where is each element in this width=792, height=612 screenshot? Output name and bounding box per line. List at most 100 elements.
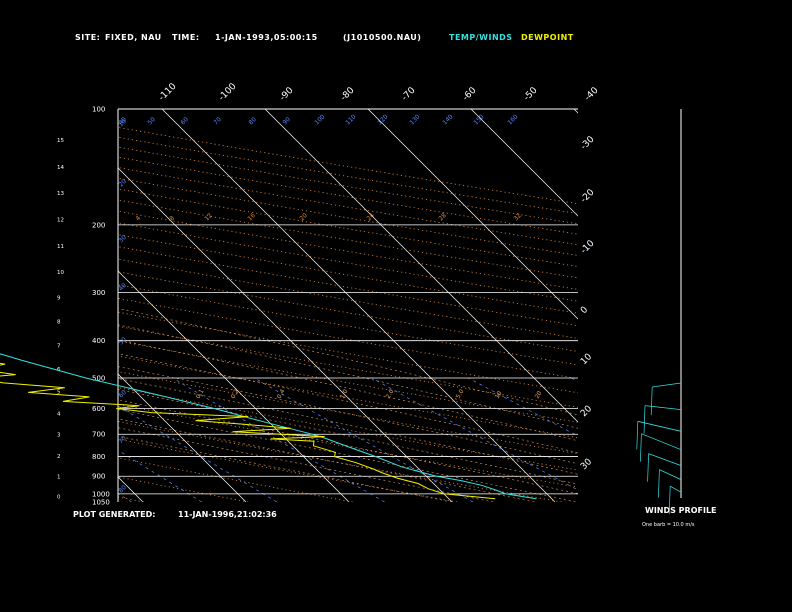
pressure-label-900: 900 — [92, 473, 105, 481]
mixing-ratio-label-10: 10 — [494, 390, 504, 400]
winds-profile-note: One barb = 10.0 m/s — [642, 522, 695, 528]
top-adiabat-label-50: 50 — [146, 116, 156, 126]
plot-area — [0, 109, 792, 502]
wind-barb-flag-1000 — [668, 486, 671, 515]
dry-adiabat-label-4: 4 — [134, 215, 142, 223]
pressure-label-300: 300 — [92, 289, 105, 297]
top-adiabat-label-70: 70 — [212, 116, 222, 126]
dry-adiabat-label-16: 16 — [246, 212, 256, 222]
dry-adiabat-label-12: 12 — [203, 212, 213, 222]
isotherm--50 — [0, 109, 40, 502]
left-adiabat-label-30: 30 — [117, 234, 127, 244]
moist-adiabat-10 — [118, 389, 578, 485]
moist-adiabat-6 — [118, 399, 578, 494]
site-label: SITE: — [75, 33, 101, 42]
isotherm--20 — [118, 270, 350, 502]
temperature-line — [0, 353, 537, 500]
isotherm-label-top--60: -60 — [461, 85, 479, 103]
isotherm-label-right-20: 20 — [579, 404, 594, 419]
isotherm-10 — [264, 109, 578, 423]
isotherm-label-top--90: -90 — [278, 85, 296, 103]
pressure-label-600: 600 — [92, 405, 105, 413]
mixing-ratio-20 — [571, 377, 578, 382]
top-adiabat-label-80: 80 — [247, 116, 257, 126]
left-adiabat-label-20: 20 — [117, 178, 127, 188]
isotherm--10 — [118, 167, 453, 502]
time-label: TIME: — [172, 33, 200, 42]
top-adiabat-label-130: 130 — [408, 113, 421, 126]
isotherm-label-right--30: -30 — [579, 134, 597, 152]
left-adiabat-label-70: 70 — [117, 435, 127, 445]
winds-profile-title: WINDS PROFILE — [645, 506, 717, 515]
height-tick-6: 6 — [57, 367, 61, 373]
isotherm-20 — [367, 109, 578, 320]
legend-dewpoint: DEWPOINT — [521, 33, 574, 42]
wind-barb-400 — [652, 382, 682, 388]
moist-adiabat-18 — [118, 366, 578, 465]
moist-adiabat-22 — [118, 353, 578, 453]
top-adiabat-label-110: 110 — [344, 113, 357, 126]
dry-adiabat-250 — [118, 457, 353, 502]
dry-adiabat-label-20: 20 — [298, 212, 308, 222]
isotherm-label-top--70: -70 — [400, 85, 418, 103]
wind-barb-flag-900 — [658, 469, 660, 498]
isotherm-label-top--40: -40 — [583, 85, 601, 103]
pressure-label-400: 400 — [92, 337, 105, 345]
dry-adiabat-label-32: 32 — [512, 212, 522, 222]
isotherm-label-right--20: -20 — [579, 187, 597, 205]
pressure-label-200: 200 — [92, 221, 105, 229]
wind-barb-flag-600 — [636, 421, 639, 450]
mixing-ratio-0.4 — [118, 405, 278, 502]
isotherm-label-right-30: 30 — [579, 457, 594, 472]
isotherm--30 — [118, 373, 247, 502]
height-tick-14: 14 — [57, 165, 64, 171]
left-adiabat-label-60: 60 — [117, 389, 127, 399]
mixing-ratio-0.2 — [118, 449, 202, 502]
height-tick-4: 4 — [57, 411, 61, 417]
isotherm-50 — [677, 109, 792, 502]
height-tick-13: 13 — [57, 191, 64, 197]
wind-barb-900 — [659, 469, 682, 480]
wind-barb-500 — [644, 405, 682, 410]
moist-adiabat--10 — [118, 435, 453, 502]
height-tick-9: 9 — [57, 296, 61, 302]
top-adiabat-label-90: 90 — [281, 116, 291, 126]
mixing-ratio-label-1.0: 1.0 — [339, 388, 350, 400]
dry-adiabat-500 — [118, 126, 578, 205]
file-id: (J1010500.NAU) — [343, 33, 422, 42]
dry-adiabat-label-24: 24 — [365, 212, 375, 222]
moist-adiabat--2 — [118, 418, 535, 502]
mixing-ratio-label-5.0: 5.0 — [455, 388, 466, 400]
dewpoint-line — [0, 362, 496, 500]
dry-adiabat-label-8: 8 — [168, 215, 176, 223]
top-adiabat-label-100: 100 — [313, 113, 326, 126]
pressure-label-800: 800 — [92, 453, 105, 461]
mixing-ratio-5 — [371, 377, 578, 491]
dry-adiabat-290 — [118, 387, 578, 471]
isotherm-label-right-0: 0 — [579, 305, 590, 316]
height-tick-8: 8 — [57, 320, 61, 326]
isotherm-30 — [470, 109, 578, 217]
mixing-ratio-label-0.4: 0.4 — [276, 388, 287, 400]
height-tick-11: 11 — [57, 244, 64, 250]
plot-generated-label: PLOT GENERATED: — [73, 510, 156, 519]
time-value: 1-JAN-1993,05:00:15 — [215, 33, 318, 42]
height-tick-3: 3 — [57, 433, 61, 439]
legend-temp: TEMP/WINDS — [449, 33, 513, 42]
top-adiabat-label-140: 140 — [441, 113, 454, 126]
height-tick-5: 5 — [57, 389, 61, 395]
moist-adiabat-2 — [118, 409, 576, 502]
height-tick-2: 2 — [57, 454, 61, 460]
top-adiabat-label-150: 150 — [472, 113, 485, 126]
pressure-label-1000: 1000 — [92, 490, 110, 498]
plot-generated-value: 11-JAN-1996,21:02:36 — [178, 510, 277, 519]
wind-barb-flag-800 — [647, 453, 649, 482]
height-tick-7: 7 — [57, 343, 61, 349]
moist-adiabat-30 — [118, 324, 578, 429]
isotherm-label-top--80: -80 — [339, 85, 357, 103]
left-adiabat-label-50: 50 — [117, 336, 127, 346]
height-tick-0: 0 — [57, 495, 61, 501]
isotherm-label-right-10: 10 — [579, 352, 594, 367]
wind-barb-flag-400 — [650, 386, 653, 416]
